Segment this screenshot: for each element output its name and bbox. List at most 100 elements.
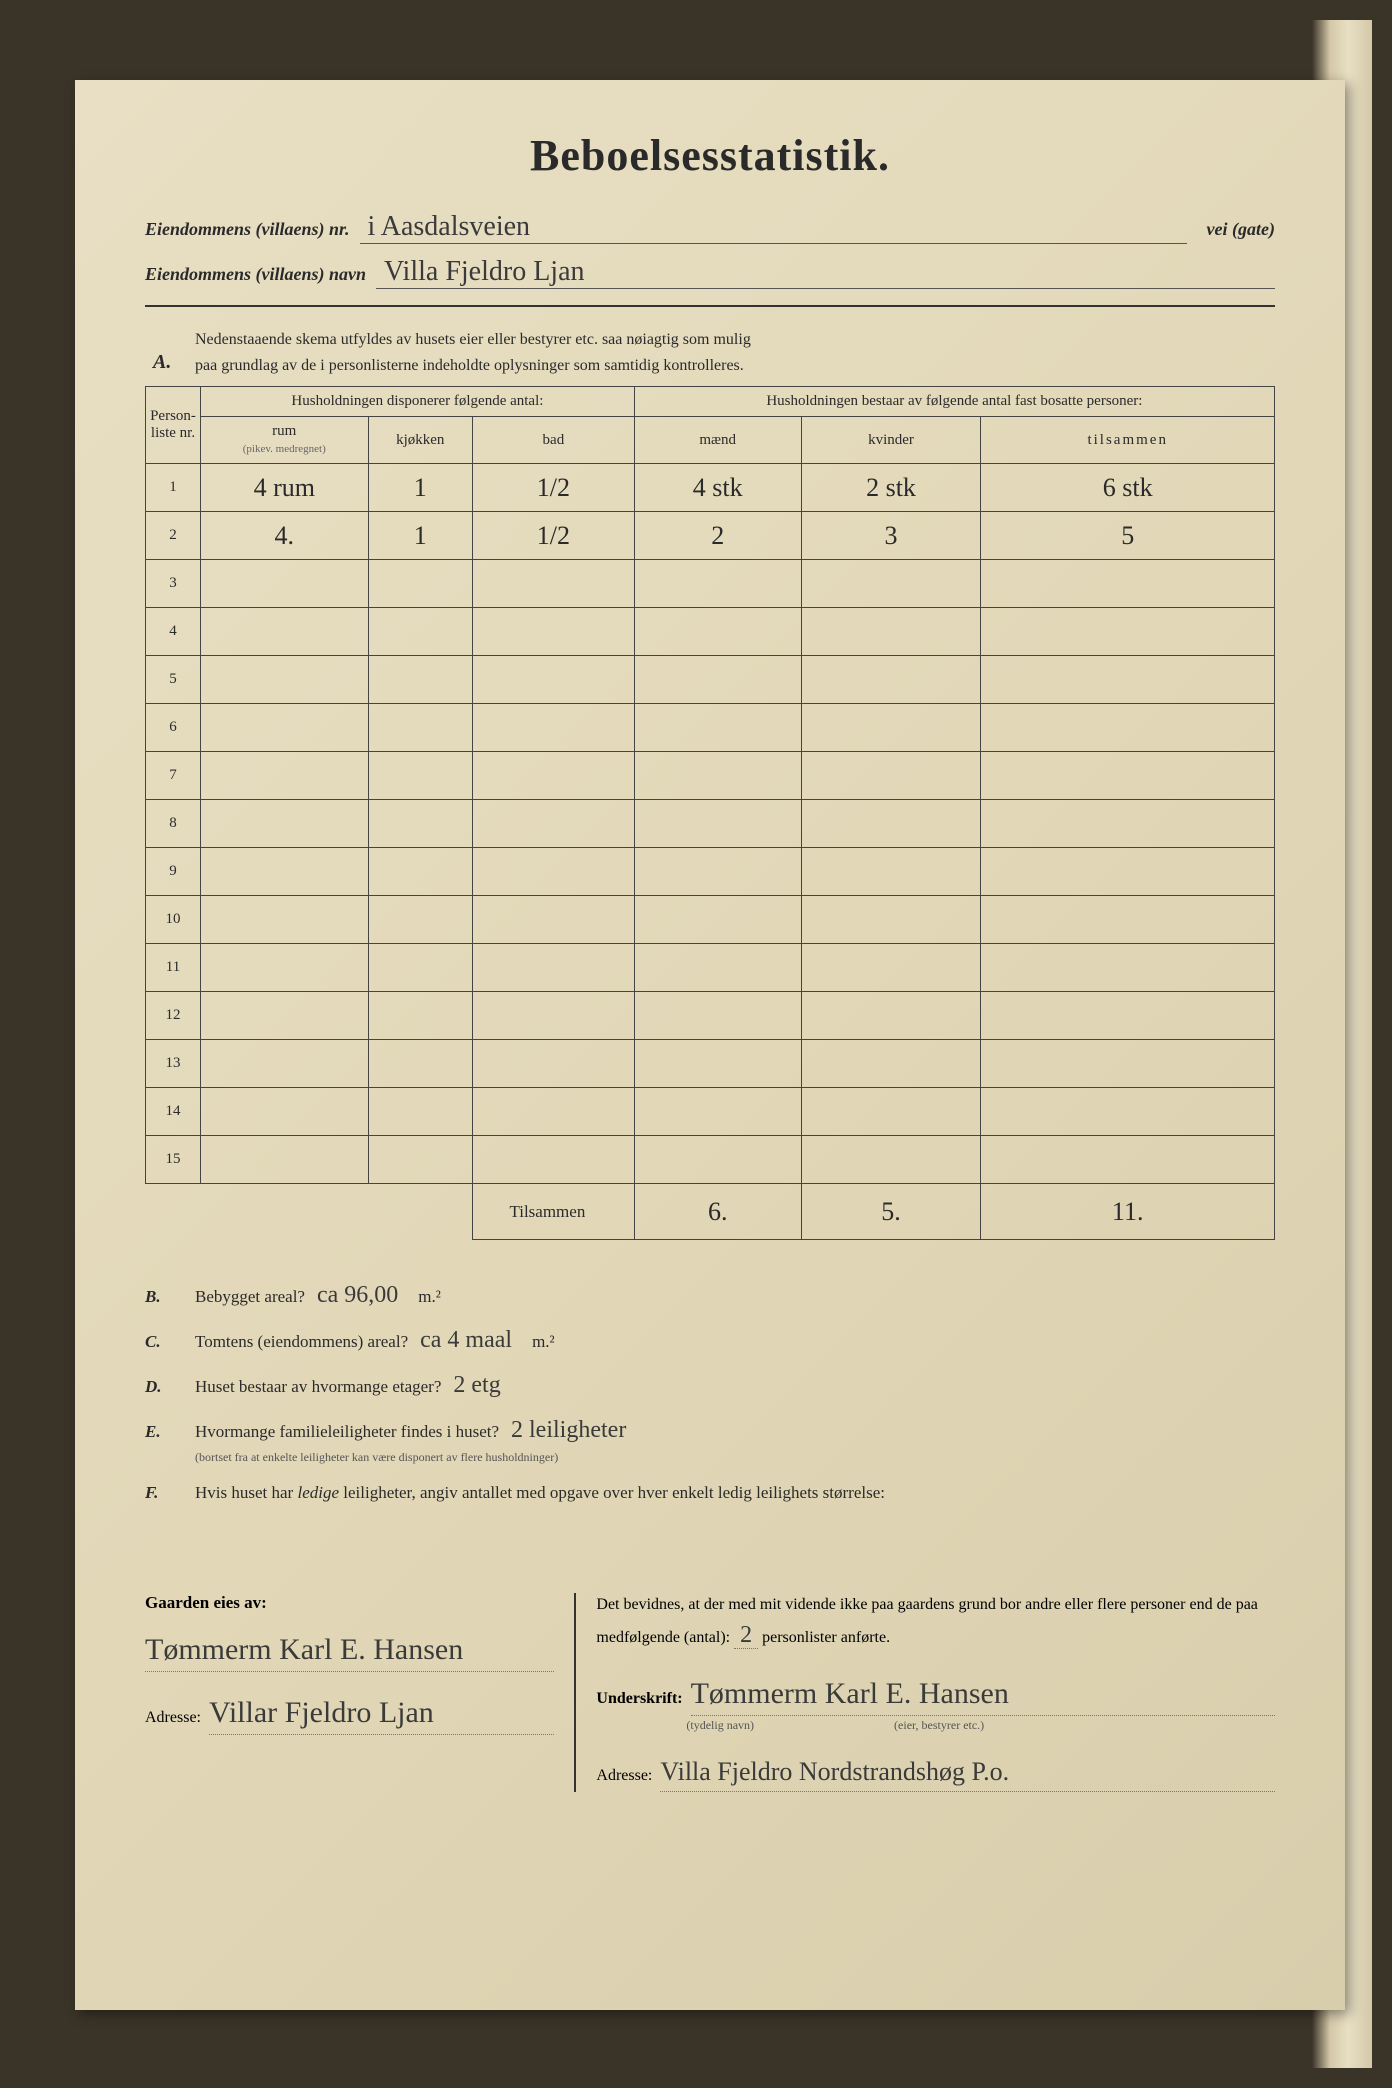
cell-maend: 2: [634, 512, 801, 560]
cell-kvinder: [801, 848, 981, 896]
col-maend: mænd: [634, 417, 801, 464]
cell-kvinder: [801, 944, 981, 992]
cell-kjokken: [368, 752, 472, 800]
col-personliste: Person-liste nr.: [146, 387, 201, 464]
cell-rum: 4 rum: [201, 464, 369, 512]
cell-bad: [472, 1088, 634, 1136]
document-title: Beboelsesstatistik.: [145, 130, 1275, 181]
row-num: 14: [146, 1088, 201, 1136]
cell-bad: [472, 944, 634, 992]
cell-kjokken: [368, 560, 472, 608]
section-e-note: (bortset fra at enkelte leiligheter kan …: [195, 1450, 1275, 1465]
col-bestaar: Husholdningen bestaar av følgende antal …: [634, 387, 1274, 417]
cell-kvinder: 2 stk: [801, 464, 981, 512]
cell-maend: [634, 560, 801, 608]
total-label: Tilsammen: [472, 1184, 634, 1240]
table-row: 24.11/2235: [146, 512, 1275, 560]
cell-tils: [981, 1040, 1275, 1088]
section-b: B. Bebygget areal? ca 96,00 m.²: [145, 1282, 1275, 1309]
row-num: 11: [146, 944, 201, 992]
total-maend: 6.: [634, 1184, 801, 1240]
table-row: 11: [146, 944, 1275, 992]
owner-heading: Gaarden eies av:: [145, 1593, 554, 1613]
cell-kjokken: [368, 656, 472, 704]
table-row: 13: [146, 1040, 1275, 1088]
total-tils: 11.: [981, 1184, 1275, 1240]
col-disponerer: Husholdningen disponerer følgende antal:: [201, 387, 635, 417]
cell-maend: [634, 752, 801, 800]
cell-kjokken: 1: [368, 464, 472, 512]
cell-tils: [981, 752, 1275, 800]
cell-kjokken: [368, 944, 472, 992]
cell-rum: [201, 848, 369, 896]
total-row: Tilsammen 6. 5. 11.: [146, 1184, 1275, 1240]
bottom-right: Det bevidnes, at der med mit vidende ikk…: [574, 1593, 1275, 1792]
cell-kjokken: 1: [368, 512, 472, 560]
table-row: 8: [146, 800, 1275, 848]
table-row: 10: [146, 896, 1275, 944]
right-adresse-line: Adresse: Villa Fjeldro Nordstrandshøg P.…: [596, 1757, 1275, 1792]
cell-maend: [634, 608, 801, 656]
cell-kjokken: [368, 896, 472, 944]
cell-rum: [201, 656, 369, 704]
cell-tils: [981, 800, 1275, 848]
cell-kjokken: [368, 848, 472, 896]
row-num: 9: [146, 848, 201, 896]
cell-bad: 1/2: [472, 512, 634, 560]
col-kjokken: kjøkken: [368, 417, 472, 464]
row-num: 8: [146, 800, 201, 848]
cell-tils: [981, 992, 1275, 1040]
table-row: 14 rum11/24 stk2 stk6 stk: [146, 464, 1275, 512]
cell-bad: 1/2: [472, 464, 634, 512]
cell-kvinder: [801, 896, 981, 944]
col-kvinder: kvinder: [801, 417, 981, 464]
cell-rum: [201, 752, 369, 800]
header-navn-line: Eiendommens (villaens) navn Villa Fjeldr…: [145, 256, 1275, 289]
owner-adresse-line: Adresse: Villar Fjeldro Ljan: [145, 1696, 554, 1735]
row-num: 5: [146, 656, 201, 704]
cell-tils: [981, 608, 1275, 656]
cell-maend: [634, 944, 801, 992]
paper-sheet: Beboelsesstatistik. Eiendommens (villaen…: [75, 80, 1345, 2010]
cell-tils: 5: [981, 512, 1275, 560]
cell-maend: 4 stk: [634, 464, 801, 512]
cell-maend: [634, 1136, 801, 1184]
cell-rum: [201, 800, 369, 848]
cell-kjokken: [368, 800, 472, 848]
cell-kvinder: [801, 1088, 981, 1136]
table-row: 3: [146, 560, 1275, 608]
navn-label: Eiendommens (villaens) navn: [145, 264, 366, 285]
row-num: 3: [146, 560, 201, 608]
section-a: A. Nedenstaaende skema utfyldes av huset…: [145, 319, 1275, 386]
cell-tils: [981, 704, 1275, 752]
cell-maend: [634, 1040, 801, 1088]
section-a-text2: paa grundlag av de i personlisterne inde…: [195, 353, 1275, 379]
right-text: Det bevidnes, at der med mit vidende ikk…: [596, 1593, 1275, 1653]
cell-rum: [201, 896, 369, 944]
row-num: 10: [146, 896, 201, 944]
row-num: 2: [146, 512, 201, 560]
underskrift-line: Underskrift: Tømmerm Karl E. Hansen: [596, 1677, 1275, 1716]
row-num: 4: [146, 608, 201, 656]
cell-kjokken: [368, 608, 472, 656]
section-e: E. Hvormange familieleiligheter findes i…: [145, 1417, 1275, 1444]
cell-bad: [472, 896, 634, 944]
cell-rum: [201, 608, 369, 656]
divider: [145, 305, 1275, 307]
section-c: C. Tomtens (eiendommens) areal? ca 4 maa…: [145, 1327, 1275, 1354]
cell-kjokken: [368, 1040, 472, 1088]
cell-tils: [981, 1136, 1275, 1184]
cell-rum: [201, 1136, 369, 1184]
table-row: 4: [146, 608, 1275, 656]
right-adresse: Villa Fjeldro Nordstrandshøg P.o.: [660, 1757, 1275, 1792]
col-rum: rum(pikev. medregnet): [201, 417, 369, 464]
table-row: 14: [146, 1088, 1275, 1136]
cell-bad: [472, 848, 634, 896]
cell-kvinder: 3: [801, 512, 981, 560]
cell-kvinder: [801, 608, 981, 656]
cell-maend: [634, 848, 801, 896]
cell-rum: [201, 944, 369, 992]
cell-rum: [201, 1040, 369, 1088]
cell-tils: [981, 560, 1275, 608]
table-row: 9: [146, 848, 1275, 896]
